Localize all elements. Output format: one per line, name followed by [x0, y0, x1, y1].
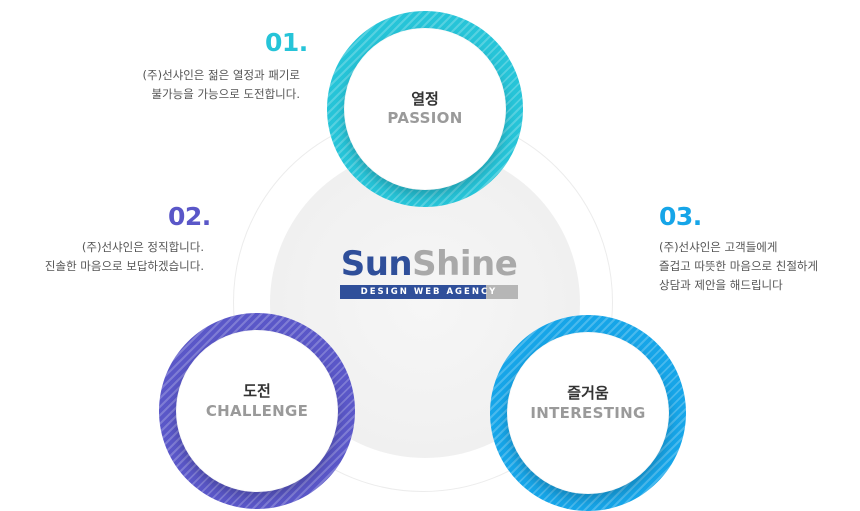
- challenge-desc-line: 진솔한 마음으로 보답하겠습니다.: [44, 259, 204, 273]
- interesting-desc-line: 즐겁고 따뜻한 마음으로 친절하게: [659, 259, 819, 273]
- logo-wordmark: SunShine: [340, 246, 518, 282]
- challenge-desc-line: (주)선샤인은 정직합니다.: [81, 240, 204, 254]
- passion-title: 열정: [411, 90, 439, 108]
- logo-shine: Shine: [412, 244, 518, 284]
- interesting-title: 즐거움: [567, 384, 609, 402]
- passion-number: 01.: [265, 28, 308, 57]
- passion-desc-line: 불가능을 가능으로 도전합니다.: [151, 87, 300, 101]
- passion-description: (주)선샤인은 젊은 열정과 패기로 불가능을 가능으로 도전합니다.: [143, 66, 300, 104]
- interesting-desc-line: (주)선샤인은 고객들에게: [659, 240, 778, 254]
- passion-circle: 열정 PASSION: [327, 11, 523, 207]
- challenge-description: (주)선샤인은 정직합니다. 진솔한 마음으로 보답하겠습니다.: [45, 238, 204, 276]
- passion-inner: [344, 28, 506, 190]
- passion-subtitle: PASSION: [387, 109, 463, 127]
- challenge-number: 02.: [168, 202, 211, 231]
- challenge-circle: 도전 CHALLENGE: [159, 313, 355, 509]
- challenge-subtitle: CHALLENGE: [205, 402, 309, 420]
- challenge-title: 도전: [243, 382, 271, 400]
- interesting-inner: [507, 332, 669, 494]
- sunshine-logo: SunShine DESIGN WEB AGENCY: [340, 246, 518, 299]
- logo-tagline: DESIGN WEB AGENCY: [340, 285, 518, 299]
- passion-desc-line: (주)선샤인은 젊은 열정과 패기로: [142, 68, 300, 82]
- logo-sun: Sun: [340, 244, 413, 284]
- interesting-number: 03.: [659, 202, 702, 231]
- interesting-circle: 즐거움 INTERESTING: [490, 315, 686, 511]
- interesting-desc-line: 상담과 제안을 해드립니다: [659, 278, 783, 292]
- interesting-description: (주)선샤인은 고객들에게 즐겁고 따뜻한 마음으로 친절하게 상담과 제안을 …: [659, 238, 818, 295]
- challenge-inner: [176, 330, 338, 492]
- interesting-subtitle: INTERESTING: [530, 404, 646, 422]
